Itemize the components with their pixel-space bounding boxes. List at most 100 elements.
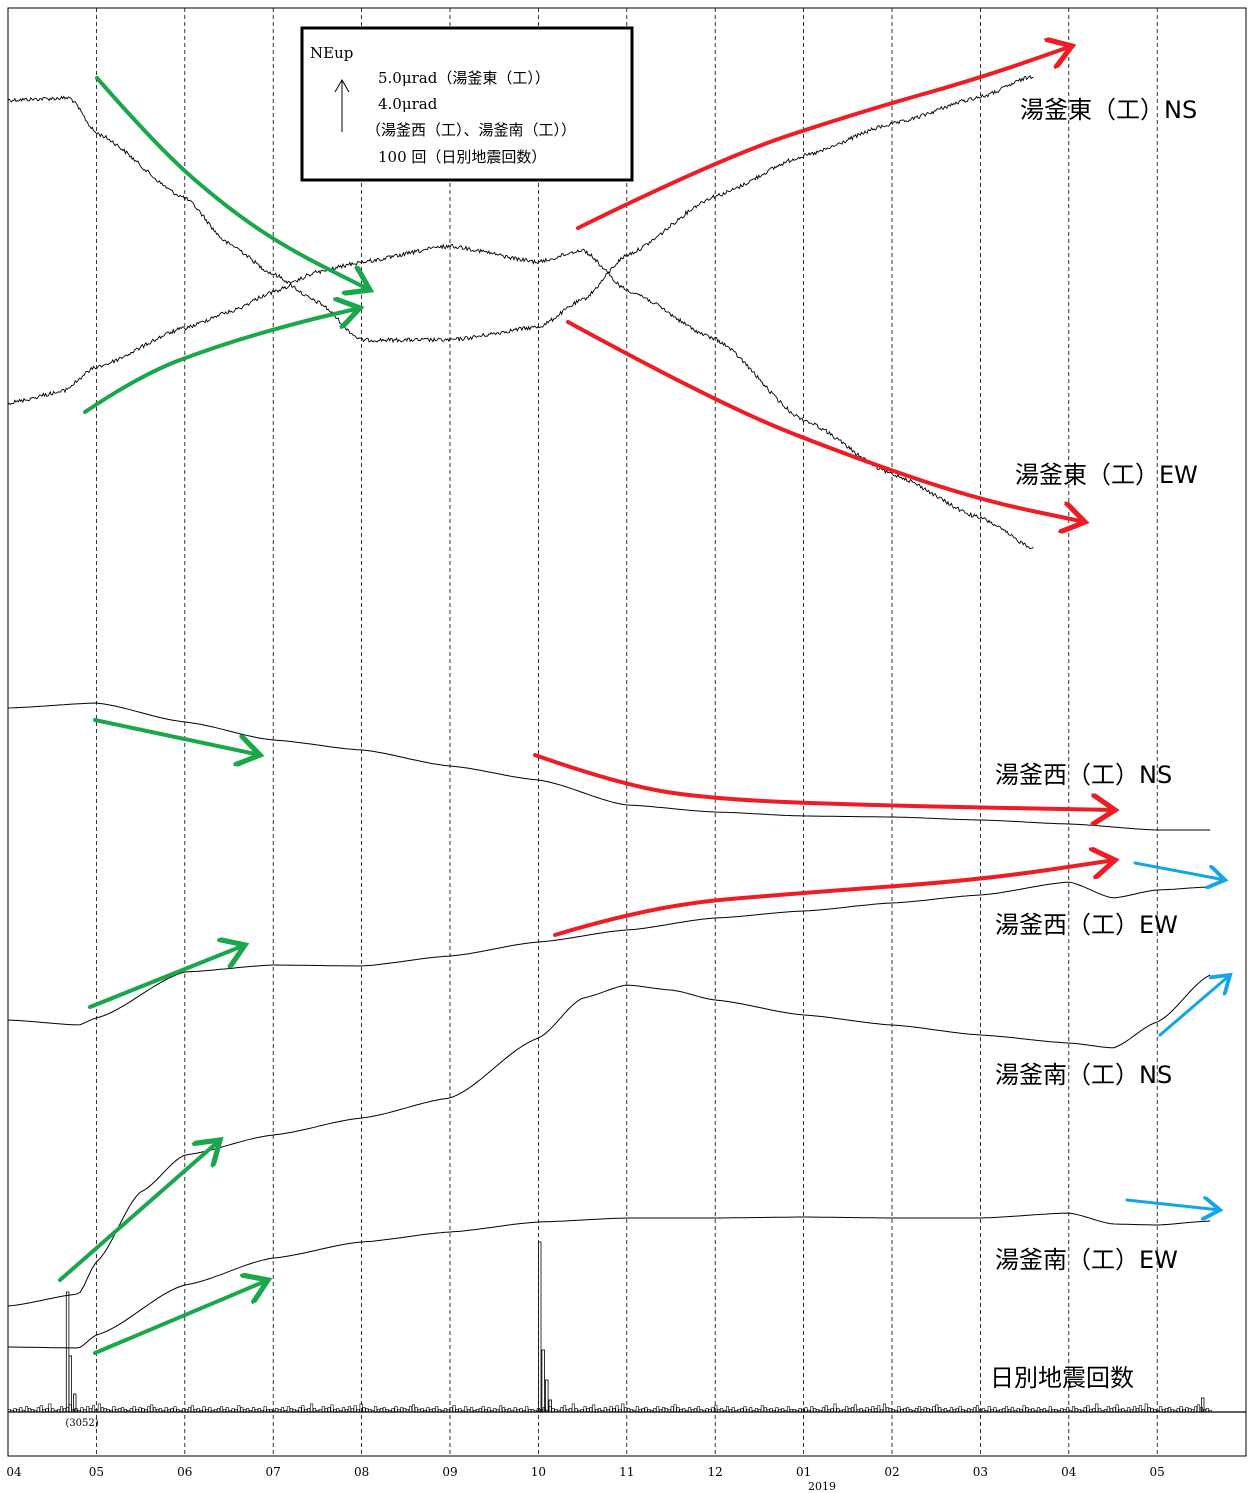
quake-bar xyxy=(1083,1407,1087,1413)
quake-bar xyxy=(845,1406,849,1413)
quake-bar xyxy=(362,1407,366,1413)
quake-bar xyxy=(525,1406,529,1413)
tick-label-9: 01 xyxy=(796,1465,811,1479)
quake-bar xyxy=(347,1406,351,1413)
quake-bar xyxy=(202,1406,206,1413)
quake-bar xyxy=(786,1406,790,1413)
quake-bar xyxy=(1194,1406,1198,1413)
trace-5 xyxy=(8,1212,1211,1349)
quake-bar xyxy=(775,1407,779,1413)
trace-0 xyxy=(7,75,1034,344)
tick-label-4: 08 xyxy=(354,1465,369,1479)
blue-arrow-10 xyxy=(1133,861,1225,880)
label-yugama-south-ew: 湯釜南（工）EW xyxy=(995,1246,1178,1274)
month-gridlines xyxy=(96,8,1158,1456)
tick-label-5: 09 xyxy=(442,1465,457,1479)
quake-bar xyxy=(164,1407,168,1413)
quake-bar xyxy=(1138,1405,1142,1413)
quake-bar xyxy=(923,1407,927,1413)
quake-bar xyxy=(280,1407,284,1413)
quake-bar xyxy=(237,1405,241,1413)
legend: NEup 5.0μrad（湯釜東（工）） 4.0μrad （湯釜西（工）、湯釜南… xyxy=(300,26,634,182)
quake-bar xyxy=(414,1407,418,1413)
quake-bar xyxy=(938,1407,942,1413)
quake-bar xyxy=(25,1406,29,1413)
tick-label-11: 03 xyxy=(973,1465,988,1479)
quake-bar xyxy=(993,1407,997,1413)
tick-label-10: 02 xyxy=(884,1465,899,1479)
quake-bar xyxy=(80,1407,84,1413)
quake-bar xyxy=(1072,1406,1076,1413)
quake-bar xyxy=(286,1406,290,1413)
quake-peak-bar-5 xyxy=(545,1379,549,1413)
quake-bar xyxy=(635,1406,639,1413)
quake-peak-bar-1 xyxy=(68,1355,72,1413)
quake-bar xyxy=(804,1407,808,1413)
quake-bar xyxy=(644,1407,648,1413)
quake-bar xyxy=(19,1407,23,1413)
quake-bar xyxy=(353,1405,357,1413)
quake-bar xyxy=(603,1407,607,1413)
quake-bar xyxy=(208,1407,212,1413)
quake-bar xyxy=(1168,1407,1172,1413)
quake-bar xyxy=(330,1404,334,1413)
quake-bar xyxy=(877,1405,881,1413)
quake-bar xyxy=(853,1404,857,1413)
tick-label-1: 05 xyxy=(89,1465,104,1479)
tick-label-2: 06 xyxy=(177,1465,192,1479)
quake-bar xyxy=(743,1406,747,1413)
quake-bar xyxy=(48,1403,52,1413)
quake-bar xyxy=(97,1403,101,1413)
quake-bar xyxy=(583,1406,587,1413)
quake-bar xyxy=(1037,1407,1041,1413)
quake-bar xyxy=(592,1404,596,1413)
quake-bar xyxy=(661,1407,665,1413)
green-arrow-0 xyxy=(95,76,370,290)
quake-bar xyxy=(501,1407,505,1413)
green-arrow-3 xyxy=(88,945,245,1009)
quake-bar xyxy=(452,1405,456,1413)
quake-bar xyxy=(39,1405,43,1413)
quake-bar xyxy=(615,1405,619,1413)
quake-bar xyxy=(59,1406,63,1413)
quake-bar xyxy=(240,1407,244,1413)
tick-label-6: 10 xyxy=(531,1465,546,1479)
quake-bar xyxy=(252,1407,256,1413)
quake-bar xyxy=(563,1405,567,1413)
quake-bar xyxy=(810,1406,814,1413)
quake-bar xyxy=(932,1406,936,1413)
tick-label-3: 07 xyxy=(266,1465,281,1479)
green-arrow-2 xyxy=(93,718,260,755)
quake-bar xyxy=(374,1406,378,1413)
quake-bar xyxy=(833,1403,837,1413)
quake-bar xyxy=(1179,1406,1183,1413)
red-arrow-9 xyxy=(553,860,1115,937)
quake-bar xyxy=(1025,1407,1029,1413)
quake-peak-bar-6 xyxy=(548,1399,552,1413)
quake-bar xyxy=(725,1406,729,1413)
quake-bar xyxy=(298,1407,302,1413)
quake-bar xyxy=(342,1407,346,1413)
quake-bar xyxy=(327,1407,331,1413)
quake-bar xyxy=(150,1404,154,1413)
label-yugama-east-ns: 湯釜東（工）NS xyxy=(1020,96,1197,124)
quake-bar xyxy=(973,1407,977,1413)
quake-bar xyxy=(1010,1407,1014,1413)
quake-bar xyxy=(865,1407,869,1413)
tick-label-7: 11 xyxy=(619,1465,634,1479)
quake-bar xyxy=(1106,1406,1110,1413)
quake-bar xyxy=(571,1403,575,1413)
quake-bar xyxy=(112,1406,116,1413)
quake-bar xyxy=(68,1404,72,1413)
quake-bar xyxy=(673,1404,677,1413)
quake-bar xyxy=(426,1407,430,1413)
quake-bar xyxy=(188,1407,192,1413)
quake-bar xyxy=(1185,1407,1189,1413)
quake-bar xyxy=(263,1406,267,1413)
red-arrow-8 xyxy=(533,753,1115,810)
quake-bar xyxy=(975,1405,979,1413)
trace-2 xyxy=(7,702,1211,831)
quake-bar xyxy=(321,1406,325,1413)
quake-bar xyxy=(621,1403,625,1413)
